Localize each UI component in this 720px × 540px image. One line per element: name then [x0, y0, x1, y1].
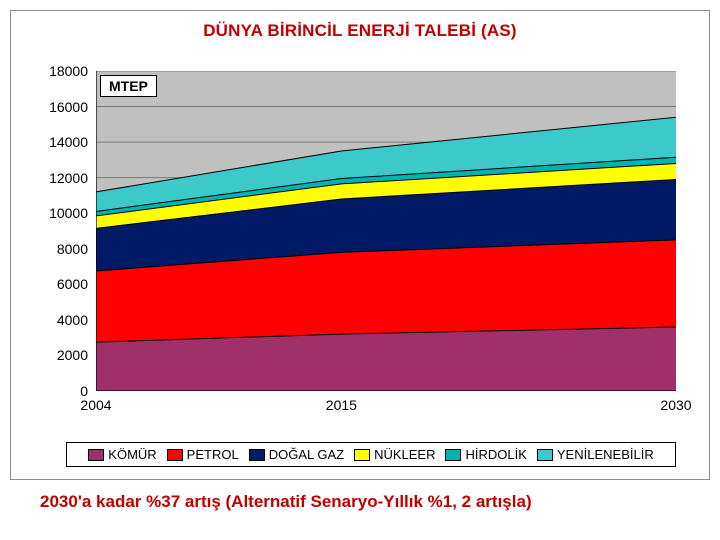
legend-swatch	[445, 449, 461, 461]
legend-item: YENİLENEBİLİR	[537, 447, 654, 462]
legend-swatch	[88, 449, 104, 461]
chart-title: DÜNYA BİRİNCİL ENERJİ TALEBİ (AS)	[11, 11, 709, 41]
y-tick-label: 0	[28, 383, 88, 399]
legend-label: KÖMÜR	[108, 447, 156, 462]
legend-swatch	[249, 449, 265, 461]
legend-item: NÜKLEER	[354, 447, 435, 462]
x-tick-label: 2015	[326, 397, 357, 413]
slide-root: DÜNYA BİRİNCİL ENERJİ TALEBİ (AS) 020004…	[0, 0, 720, 540]
legend-item: DOĞAL GAZ	[249, 447, 344, 462]
legend-label: YENİLENEBİLİR	[557, 447, 654, 462]
x-tick-label: 2030	[660, 397, 691, 413]
y-tick-label: 16000	[28, 99, 88, 115]
legend-swatch	[354, 449, 370, 461]
unit-label-box: MTEP	[100, 75, 157, 97]
legend-label: HİRDOLİK	[465, 447, 526, 462]
legend-label: PETROL	[187, 447, 239, 462]
y-tick-label: 4000	[28, 312, 88, 328]
legend-swatch	[167, 449, 183, 461]
legend-swatch	[537, 449, 553, 461]
x-tick-label: 2004	[80, 397, 111, 413]
y-tick-label: 18000	[28, 63, 88, 79]
legend-item: PETROL	[167, 447, 239, 462]
legend-item: KÖMÜR	[88, 447, 156, 462]
plot-wrap: 0200040006000800010000120001400016000180…	[96, 71, 676, 391]
legend-label: NÜKLEER	[374, 447, 435, 462]
y-tick-label: 12000	[28, 170, 88, 186]
y-tick-label: 8000	[28, 241, 88, 257]
y-tick-label: 2000	[28, 347, 88, 363]
y-tick-label: 14000	[28, 134, 88, 150]
y-tick-label: 6000	[28, 276, 88, 292]
chart-card: DÜNYA BİRİNCİL ENERJİ TALEBİ (AS) 020004…	[10, 10, 710, 480]
legend: KÖMÜR PETROL DOĞAL GAZ NÜKLEER HİRDOLİK YENİL…	[66, 442, 676, 467]
legend-label: DOĞAL GAZ	[269, 447, 344, 462]
chart-svg	[96, 71, 676, 391]
legend-item: HİRDOLİK	[445, 447, 526, 462]
y-tick-label: 10000	[28, 205, 88, 221]
caption: 2030'a kadar %37 artış (Alternatif Senar…	[40, 492, 532, 512]
